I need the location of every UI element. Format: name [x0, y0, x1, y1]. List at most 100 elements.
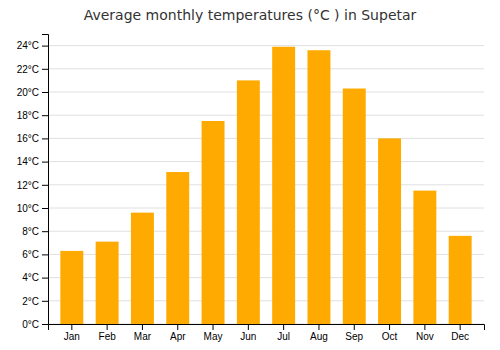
grid [48, 46, 484, 324]
x-tick: Sep [345, 324, 363, 342]
plot-area: 0°C 2°C 4°C 6°C 8°C 10°C 12°C 14°C 16°C 18°C 20°C 2… [17, 35, 485, 343]
x-tick-mark [71, 324, 72, 330]
chart-container: Average monthly temperatures (°C ) in Su… [0, 0, 500, 350]
y-tick-label: 6°C [22, 249, 39, 260]
y-tick: 4°C [22, 272, 48, 283]
y-tick-label: 14°C [17, 156, 39, 167]
x-tick-label: Apr [170, 331, 186, 342]
bar [343, 89, 366, 324]
bar [307, 50, 330, 324]
x-tick: Jul [277, 324, 290, 342]
y-tick: 2°C [22, 296, 48, 307]
bar [202, 121, 225, 324]
x-tick-label: Dec [451, 331, 469, 342]
x-tick: Oct [382, 324, 398, 342]
x-tick-mark [213, 324, 214, 330]
x-tick: Aug [310, 324, 328, 342]
y-tick-mark [42, 231, 48, 232]
x-axis-line [49, 325, 485, 331]
y-tick-label: 0°C [22, 319, 39, 330]
y-tick-label: 24°C [17, 40, 39, 51]
grid-line [48, 92, 484, 93]
x-axis: Jan Feb Mar Apr May Jun Jul Aug Sep Oct Nov Dec [49, 324, 485, 342]
y-tick-label: 16°C [17, 133, 39, 144]
y-tick-label: 20°C [17, 87, 39, 98]
x-tick-label: Jan [64, 331, 80, 342]
y-tick-mark [42, 46, 48, 47]
grid-line [48, 138, 484, 139]
x-tick-label: May [204, 331, 223, 342]
x-tick-mark [283, 324, 284, 330]
y-tick-mark [42, 115, 48, 116]
x-tick: Mar [134, 324, 152, 342]
x-tick-label: Mar [134, 331, 152, 342]
y-tick: 8°C [22, 226, 48, 237]
y-tick-label: 2°C [22, 296, 39, 307]
x-tick: May [204, 324, 223, 342]
y-tick-label: 4°C [22, 272, 39, 283]
grid-line [48, 45, 484, 46]
x-tick: Dec [451, 324, 469, 342]
y-tick-mark [42, 278, 48, 279]
y-tick: 12°C [17, 180, 48, 191]
x-tick: Feb [99, 324, 117, 342]
chart-svg: Average monthly temperatures (°C ) in Su… [0, 0, 500, 350]
bar [413, 191, 436, 324]
x-tick-label: Jul [277, 331, 290, 342]
y-axis: 0°C 2°C 4°C 6°C 8°C 10°C 12°C 14°C 16°C 18°C 20°C 2… [17, 35, 49, 330]
x-tick-mark [354, 324, 355, 330]
x-tick-label: Sep [345, 331, 363, 342]
y-tick-mark [42, 162, 48, 163]
x-tick-mark [248, 324, 249, 330]
y-tick-mark [42, 301, 48, 302]
x-tick-mark [318, 324, 319, 330]
x-tick: Jan [64, 324, 80, 342]
bars [60, 47, 471, 324]
y-tick: 20°C [17, 87, 48, 98]
x-tick: Jun [240, 324, 256, 342]
y-tick: 0°C [22, 319, 48, 330]
x-tick-mark [460, 324, 461, 330]
y-tick-label: 18°C [17, 110, 39, 121]
x-tick-mark [177, 324, 178, 330]
x-tick-label: Jun [240, 331, 256, 342]
y-tick-mark [42, 185, 48, 186]
x-tick: Apr [170, 324, 186, 342]
y-tick: 16°C [17, 133, 48, 144]
x-tick-label: Feb [99, 331, 117, 342]
y-tick-mark [42, 69, 48, 70]
y-tick-mark [42, 138, 48, 139]
bar [96, 242, 119, 324]
y-tick: 22°C [17, 64, 48, 75]
bar [131, 213, 154, 324]
x-tick-mark [107, 324, 108, 330]
grid-line [48, 161, 484, 162]
y-axis-line [42, 35, 49, 325]
y-tick-label: 8°C [22, 226, 39, 237]
y-tick: 6°C [22, 249, 48, 260]
grid-line [48, 115, 484, 116]
y-tick-mark [42, 208, 48, 209]
bar [378, 138, 401, 324]
y-tick: 14°C [17, 156, 48, 167]
bar [60, 251, 83, 324]
x-tick-label: Nov [416, 331, 434, 342]
grid-line [48, 184, 484, 185]
y-tick: 18°C [17, 110, 48, 121]
bar [237, 80, 260, 324]
y-tick-label: 10°C [17, 203, 39, 214]
y-tick-mark [42, 324, 48, 325]
x-tick-mark [424, 324, 425, 330]
x-tick-mark [389, 324, 390, 330]
y-tick: 24°C [17, 40, 48, 51]
x-tick-mark [142, 324, 143, 330]
bar [166, 172, 189, 324]
grid-line [48, 68, 484, 69]
bar [272, 47, 295, 324]
y-tick-mark [42, 92, 48, 93]
y-tick-mark [42, 254, 48, 255]
y-tick-label: 22°C [17, 64, 39, 75]
x-tick-label: Oct [382, 331, 398, 342]
x-tick-label: Aug [310, 331, 328, 342]
x-tick: Nov [416, 324, 434, 342]
